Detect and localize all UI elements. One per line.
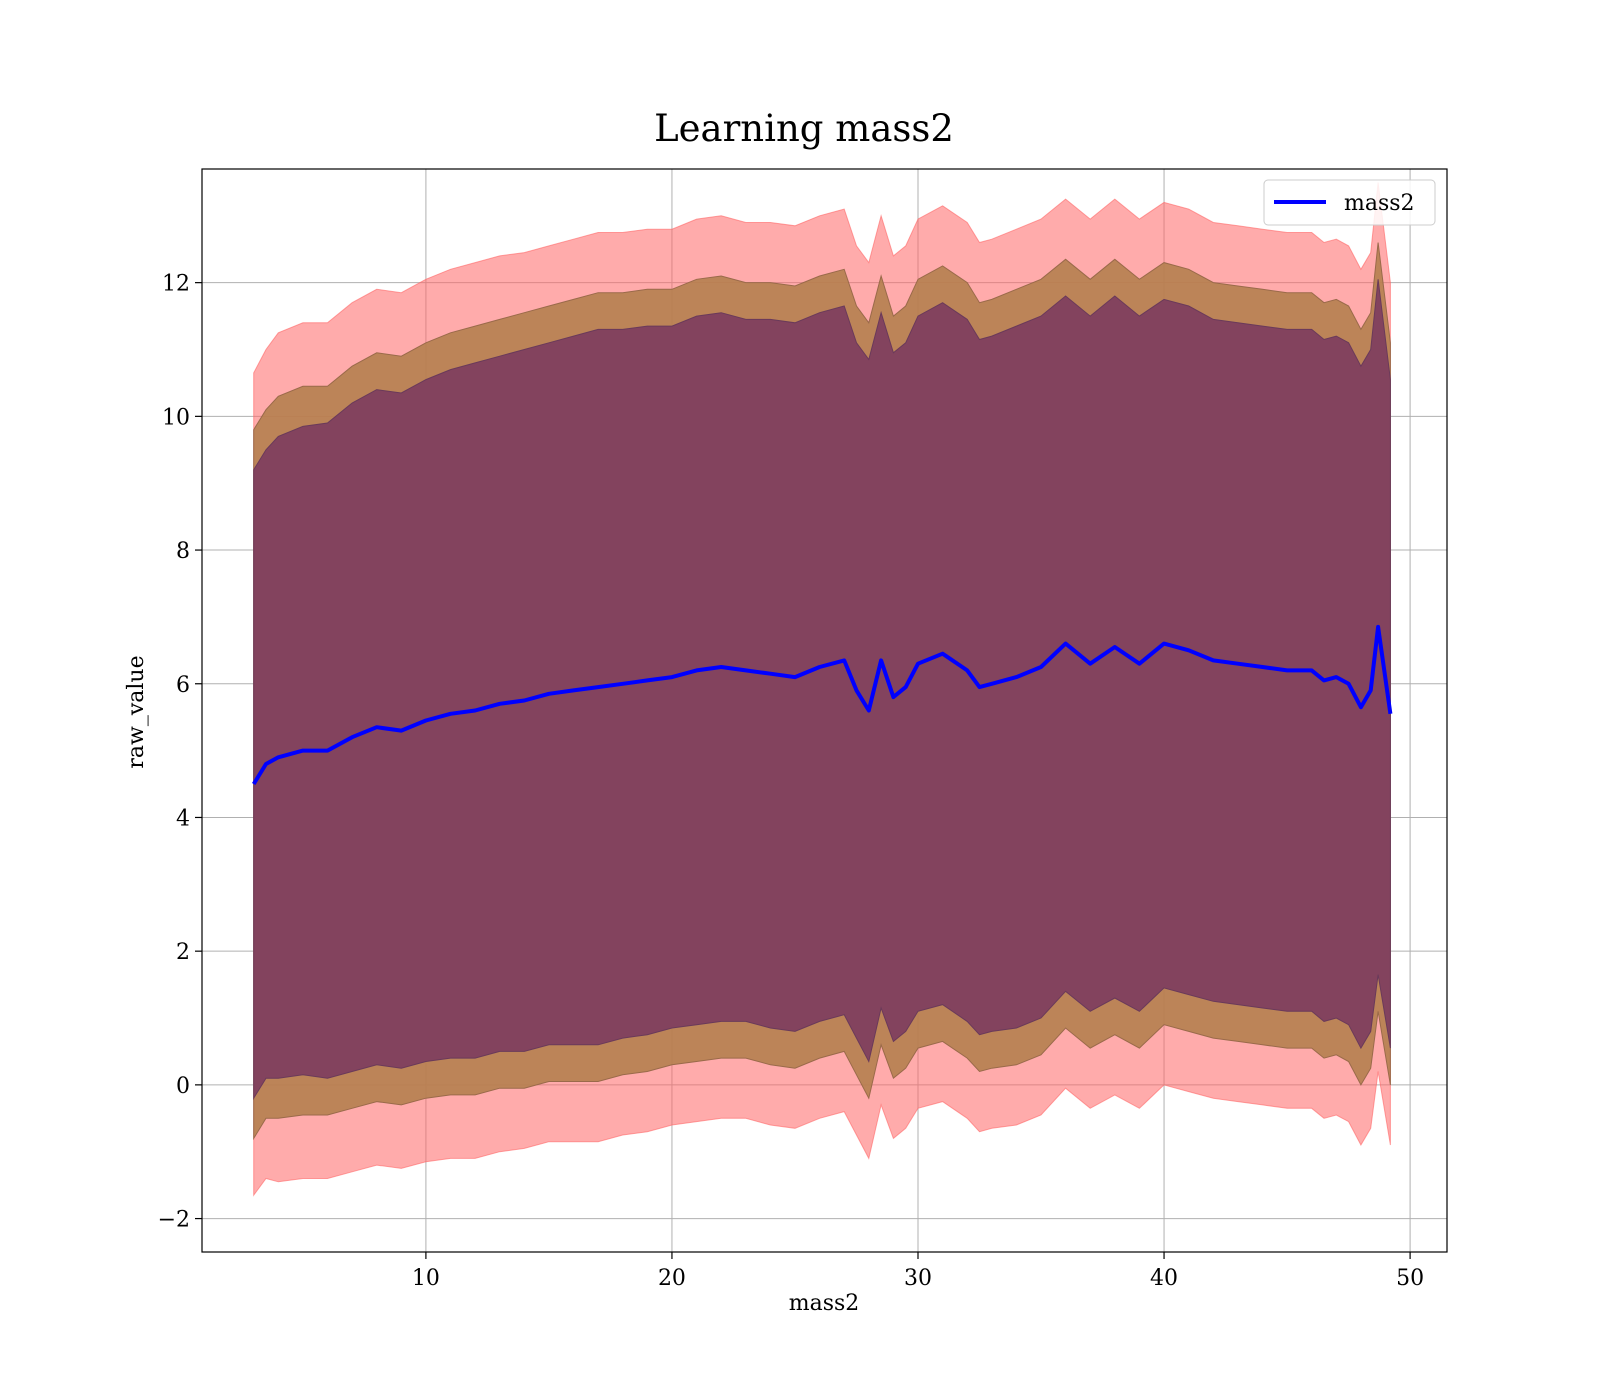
x-tick-label: 10: [412, 1266, 440, 1291]
x-axis-ticks: 10 20 30 40 50: [412, 1252, 1424, 1291]
y-tick-label: −2: [158, 1208, 190, 1233]
y-tick-label: 6: [176, 673, 190, 698]
series-lines: [251, 624, 1393, 786]
y-tick-label: 2: [176, 940, 190, 965]
plot-area-frame: [201, 168, 1448, 1253]
x-tick-label: 40: [1150, 1266, 1178, 1291]
y-tick-label: 0: [176, 1074, 190, 1099]
chart-title: Learning mass2: [654, 107, 954, 150]
y-axis-ticks: −2 0 2 4 6 8 10 12: [158, 272, 202, 1233]
series-line-mass2: [251, 624, 1393, 786]
legend: mass2: [1263, 179, 1436, 226]
legend-box: [1263, 179, 1436, 226]
y-tick-label: 4: [176, 806, 190, 831]
x-tick-label: 20: [658, 1266, 686, 1291]
x-tick-label: 30: [904, 1266, 932, 1291]
y-axis-label: raw_value: [124, 655, 149, 768]
x-axis-label: mass2: [789, 1291, 860, 1316]
legend-entry-mass2: mass2: [1344, 191, 1415, 216]
x-tick-label: 50: [1396, 1266, 1424, 1291]
y-tick-label: 10: [162, 405, 190, 430]
confidence-bands: [253, 182, 1391, 1197]
y-tick-label: 12: [162, 272, 190, 297]
band-1sigma: [253, 279, 1391, 1100]
y-tick-label: 8: [176, 539, 190, 564]
